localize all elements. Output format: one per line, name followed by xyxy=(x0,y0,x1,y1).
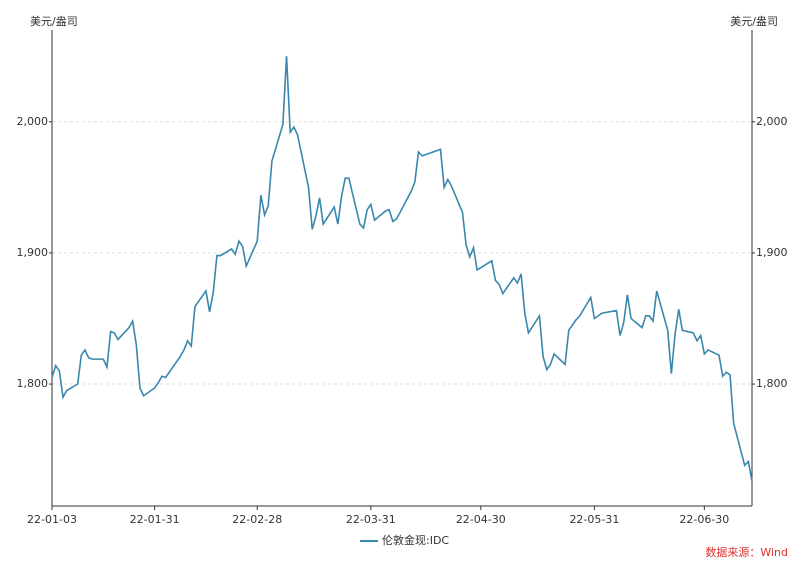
y2-tick-label: 1,900 xyxy=(756,246,788,259)
y-tick-label: 1,800 xyxy=(17,377,49,390)
source-note: 数据来源：Wind xyxy=(705,545,788,559)
x-tick-label: 22-06-30 xyxy=(679,513,729,526)
y2-tick-label: 1,800 xyxy=(756,377,788,390)
y-unit-left: 美元/盎司 xyxy=(30,14,78,28)
y-unit-right: 美元/盎司 xyxy=(730,14,778,28)
y2-tick-label: 2,000 xyxy=(756,115,788,128)
x-tick-label: 22-05-31 xyxy=(569,513,619,526)
x-tick-label: 22-03-31 xyxy=(346,513,396,526)
y-tick-label: 2,000 xyxy=(17,115,49,128)
line-series xyxy=(51,56,753,482)
x-tick-label: 22-01-31 xyxy=(130,513,180,526)
y-tick-label: 1,900 xyxy=(17,246,49,259)
x-tick-label: 22-04-30 xyxy=(456,513,506,526)
x-tick-label: 22-01-03 xyxy=(27,513,77,526)
x-tick-label: 22-02-28 xyxy=(232,513,282,526)
legend-label: 伦敦金现:IDC xyxy=(382,533,449,547)
